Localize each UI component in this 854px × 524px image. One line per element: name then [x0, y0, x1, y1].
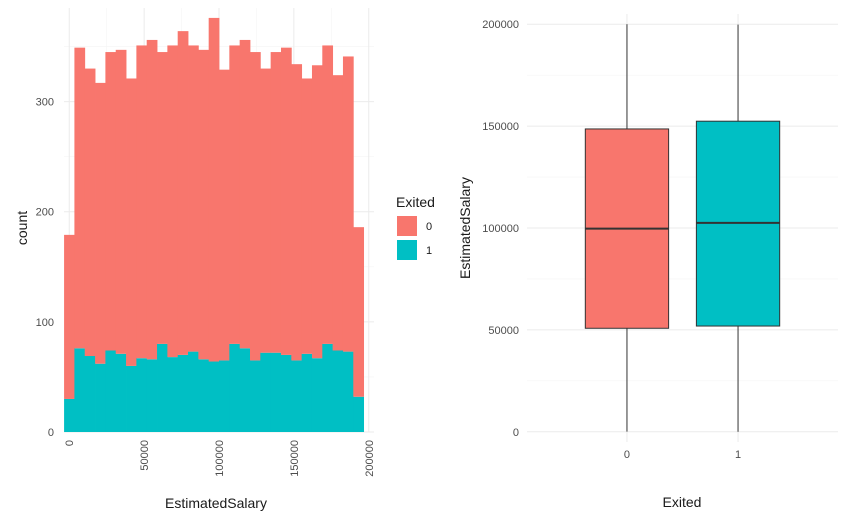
histogram-bar-exited-1 [332, 350, 344, 432]
histogram-x-tick-labels: 0 50000 100000 150000 200000 [64, 440, 376, 477]
histogram-bar-exited-0 [136, 45, 148, 359]
histogram-bar-exited-0 [219, 69, 230, 361]
boxplot-y-axis-title: EstimatedSalary [457, 177, 473, 279]
histogram-bar-exited-0 [64, 234, 75, 399]
histogram-bar-exited-1 [198, 359, 210, 432]
histogram-bar-exited-0 [115, 49, 127, 354]
histogram-x-tick-label: 200000 [364, 440, 376, 477]
legend-label-1: 1 [426, 245, 432, 257]
boxplot-y-tick-label: 150000 [482, 121, 519, 133]
histogram-bar-exited-0 [146, 39, 158, 360]
boxplot-y-tick-label: 200000 [482, 19, 519, 31]
histogram-bar-exited-1 [322, 343, 334, 432]
legend: Exited 0 1 [396, 194, 435, 260]
histogram-bar-exited-1 [146, 359, 158, 432]
histogram-bar-exited-1 [167, 357, 179, 432]
histogram-bar-exited-1 [208, 361, 220, 432]
histogram-bar-exited-1 [280, 354, 292, 432]
histogram-bar-exited-1 [291, 360, 303, 432]
histogram-bar-exited-1 [249, 360, 261, 432]
histogram-bar-exited-1 [342, 351, 354, 432]
histogram-bar-exited-0 [291, 64, 303, 361]
histogram-bar-exited-0 [249, 52, 261, 361]
histogram-bar-exited-1 [229, 343, 241, 432]
histogram-bar-exited-0 [74, 47, 86, 349]
histogram-y-tick-label: 100 [36, 317, 54, 329]
histogram-bar-exited-1 [105, 350, 117, 432]
histogram-x-axis-title: EstimatedSalary [165, 495, 267, 511]
histogram-bar-exited-0 [311, 65, 323, 359]
boxplot-y-tick-labels: 0 50000 100000 150000 200000 [482, 19, 519, 439]
histogram-y-tick-label: 300 [36, 97, 54, 109]
histogram-bar-exited-1 [177, 354, 189, 432]
histogram-bar-exited-0 [260, 68, 272, 353]
boxplot-gridlines [527, 14, 838, 442]
histogram-bar-exited-1 [239, 348, 251, 432]
histogram-bar-exited-1 [157, 343, 168, 432]
histogram-bar-exited-0 [353, 227, 365, 397]
boxplot-y-tick-label: 50000 [488, 325, 519, 337]
histogram-bar-exited-1 [219, 360, 230, 432]
histogram-x-tick-label: 150000 [289, 440, 301, 477]
histogram-bar-exited-1 [301, 353, 313, 432]
histogram-y-tick-label: 0 [48, 427, 54, 439]
legend-key-1 [397, 240, 417, 260]
histogram-bar-exited-1 [115, 353, 127, 432]
histogram-bar-exited-0 [239, 39, 251, 349]
histogram-bar-exited-0 [322, 45, 334, 344]
histogram-bar-exited-1 [74, 348, 86, 432]
histogram-y-axis-title: count [14, 211, 30, 245]
histogram-bar-exited-0 [198, 49, 210, 360]
legend-label-0: 0 [426, 221, 432, 233]
boxplot-y-tick-label: 100000 [482, 223, 519, 235]
histogram-bar-exited-1 [270, 352, 282, 432]
histogram-bar-exited-1 [64, 398, 75, 432]
histogram-x-tick-label: 0 [64, 440, 76, 446]
histogram-bar-exited-0 [95, 82, 106, 364]
histogram-bar-exited-0 [188, 45, 199, 352]
histogram-bar-exited-1 [84, 356, 96, 432]
histogram-bar-exited-0 [332, 75, 344, 351]
histogram-y-tick-label: 200 [36, 207, 54, 219]
histogram-bar-exited-1 [95, 363, 106, 432]
histogram-bars [64, 17, 365, 432]
boxplot-boxes [584, 24, 781, 432]
boxplot-x-tick-label: 0 [624, 449, 630, 461]
histogram-y-tick-labels: 0 100 200 300 [36, 97, 54, 439]
legend-title: Exited [396, 194, 435, 210]
histogram-bar-exited-0 [177, 31, 189, 355]
histogram-bar-exited-0 [105, 52, 117, 351]
legend-key-0 [397, 216, 417, 236]
boxplot-x-axis-title: Exited [663, 494, 702, 510]
histogram-bar-exited-0 [126, 78, 137, 366]
histogram-bar-exited-0 [229, 45, 241, 344]
histogram-bar-exited-0 [270, 52, 282, 353]
histogram-bar-exited-0 [208, 17, 220, 362]
boxplot-x-tick-label: 1 [735, 449, 741, 461]
histogram-bar-exited-1 [126, 365, 137, 432]
boxplot-y-tick-label: 0 [513, 427, 519, 439]
histogram-bar-exited-0 [157, 52, 168, 344]
histogram-bar-exited-1 [260, 352, 272, 432]
histogram-bar-exited-1 [353, 396, 365, 432]
histogram-bar-exited-0 [167, 45, 179, 358]
histogram-bar-exited-0 [301, 78, 313, 354]
histogram-x-tick-label: 100000 [214, 440, 226, 477]
histogram-bar-exited-0 [342, 56, 354, 352]
histogram-bar-exited-0 [280, 47, 292, 355]
histogram-bar-exited-1 [311, 358, 323, 432]
histogram-bar-exited-1 [136, 358, 148, 432]
histogram-bar-exited-0 [84, 68, 96, 357]
histogram-bar-exited-1 [188, 351, 199, 432]
histogram-x-tick-label: 50000 [139, 440, 151, 471]
